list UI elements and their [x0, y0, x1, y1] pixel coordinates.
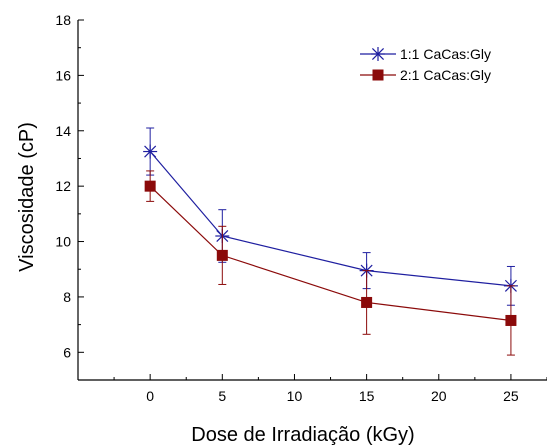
data-point [217, 250, 228, 261]
y-tick-label: 10 [55, 234, 71, 250]
data-point [143, 145, 157, 159]
series-2 [145, 171, 517, 355]
y-tick-label: 6 [63, 344, 71, 360]
x-tick-label: 20 [431, 388, 447, 404]
series-line [150, 186, 511, 320]
x-axis-label: Dose de Irradiação (kGy) [191, 424, 414, 446]
y-axis-label: Viscosidade (cP) [16, 122, 38, 272]
legend-marker [371, 47, 385, 61]
legend: 1:1 CaCas:Gly 2:1 CaCas:Gly [360, 46, 491, 83]
y-tick-label: 12 [55, 178, 71, 194]
legend-label: 2:1 CaCas:Gly [400, 67, 491, 83]
data-point [505, 315, 516, 326]
legend-label: 1:1 CaCas:Gly [400, 46, 491, 62]
y-tick-label: 14 [55, 123, 71, 139]
legend-item-1: 1:1 CaCas:Gly [360, 46, 491, 62]
legend-item-2: 2:1 CaCas:Gly [360, 67, 491, 83]
series-layer [143, 128, 518, 355]
series-line [150, 152, 511, 286]
x-tick-label: 25 [503, 388, 519, 404]
x-tick-label: 10 [287, 388, 303, 404]
y-tick-label: 8 [63, 289, 71, 305]
x-tick-label: 0 [146, 388, 154, 404]
series-1 [143, 128, 518, 305]
data-point [361, 297, 372, 308]
y-tick-label: 16 [55, 67, 71, 83]
y-tick-label: 18 [55, 12, 71, 28]
x-tick-label: 15 [359, 388, 375, 404]
x-tick-label: 5 [218, 388, 226, 404]
data-point [145, 181, 156, 192]
legend-marker [373, 70, 384, 81]
